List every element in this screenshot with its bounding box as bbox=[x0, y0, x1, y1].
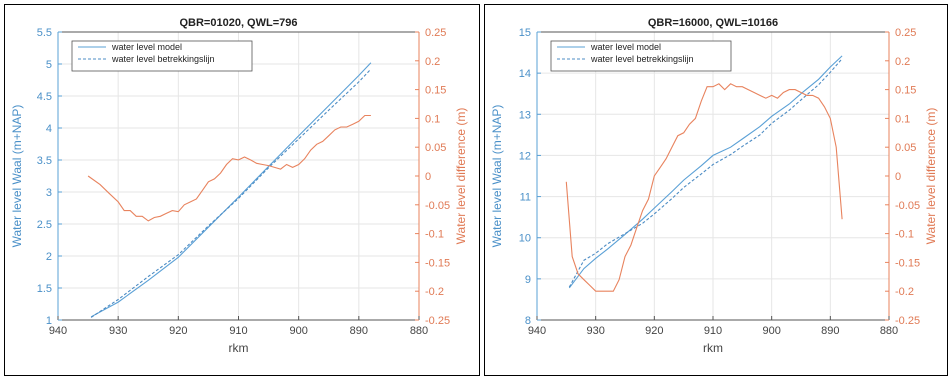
series-line-difference bbox=[565, 83, 843, 292]
y-left-tick-label: 10 bbox=[519, 233, 531, 245]
y-left-tick-label: 12 bbox=[519, 150, 531, 162]
y-right-tick-label: 0 bbox=[425, 171, 431, 183]
y-left-tick-label: 5.5 bbox=[37, 27, 52, 39]
y-right-tick-label: 0.2 bbox=[425, 56, 440, 68]
legend: water level model water level betrekkings… bbox=[71, 40, 253, 72]
chart-title: QBR=01020, QWL=796 bbox=[179, 17, 297, 29]
y-right-tick-label: 0.05 bbox=[425, 142, 446, 154]
y-left-tick-label: 8 bbox=[525, 315, 531, 327]
y-left-tick-label: 1 bbox=[46, 315, 52, 327]
y-right-axis-label: Water level difference (m) bbox=[454, 108, 468, 245]
chart-panel-right: 940 930 920 910 900 890 880 8 9 10 11 12 13 14 15 -0.25… bbox=[484, 4, 948, 376]
y-left-tick-label: 3.5 bbox=[37, 155, 52, 167]
y-right-tick-label: -0.15 bbox=[895, 257, 920, 269]
y-right-tick-label: -0.05 bbox=[895, 200, 920, 212]
series-line-model bbox=[90, 62, 372, 318]
x-tick-label: 890 bbox=[821, 325, 839, 337]
x-tick-label: 920 bbox=[645, 325, 663, 337]
y-left-tick-label: 2.5 bbox=[37, 219, 52, 231]
y-right-tick-label: 0.25 bbox=[425, 27, 446, 39]
y-right-tick-label: 0 bbox=[895, 171, 901, 183]
y-left-tick-label: 4 bbox=[46, 123, 52, 135]
legend-label: water level betrekkingslijn bbox=[111, 54, 215, 64]
x-tick-label: 940 bbox=[49, 325, 67, 337]
y-right-tick-label: -0.25 bbox=[425, 315, 450, 327]
y-right-tick-label: -0.05 bbox=[425, 200, 450, 212]
y-right-tick-label: 0.15 bbox=[895, 85, 916, 97]
legend-box bbox=[550, 40, 732, 72]
y-left-tick-label: 4.5 bbox=[37, 91, 52, 103]
series-line-betrekkingslijn bbox=[568, 58, 843, 288]
y-left-tick-label: 1.5 bbox=[37, 283, 52, 295]
x-tick-label: 920 bbox=[169, 325, 187, 337]
y-left-tick-label: 5 bbox=[46, 59, 52, 71]
y-right-tick-label: -0.1 bbox=[425, 229, 444, 241]
y-right-tick-label: 0.05 bbox=[895, 142, 916, 154]
chart-title: QBR=16000, QWL=10166 bbox=[648, 17, 778, 29]
y-left-tick-label: 14 bbox=[519, 68, 531, 80]
y-left-axis-label: Water level Waal (m+NAP) bbox=[10, 105, 24, 248]
x-axis-label: rkm bbox=[703, 341, 723, 355]
y-left-axis-label: Water level Waal (m+NAP) bbox=[490, 105, 504, 248]
y-right-tick-label: -0.2 bbox=[895, 286, 914, 298]
y-left-tick-label: 9 bbox=[525, 274, 531, 286]
series-line-model bbox=[568, 55, 843, 289]
x-tick-label: 940 bbox=[528, 325, 546, 337]
y-left-tick-label: 2 bbox=[46, 251, 52, 263]
y-right-tick-label: 0.25 bbox=[895, 27, 916, 39]
x-tick-label: 890 bbox=[350, 325, 368, 337]
chart-svg: 940 930 920 910 900 890 88089101112131415-0.25… bbox=[490, 17, 938, 355]
y-left-tick-label: 3 bbox=[46, 187, 52, 199]
legend-box bbox=[71, 40, 253, 72]
y-left-tick-label: 15 bbox=[519, 27, 531, 39]
y-right-tick-label: -0.2 bbox=[425, 286, 444, 298]
x-tick-label: 880 bbox=[880, 325, 898, 337]
y-right-tick-label: -0.1 bbox=[895, 229, 914, 241]
legend-label: water level betrekkingslijn bbox=[590, 54, 694, 64]
y-right-tick-label: 0.1 bbox=[895, 113, 910, 125]
series-line-difference bbox=[87, 114, 371, 222]
x-tick-label: 900 bbox=[289, 325, 307, 337]
y-left-tick-label: 13 bbox=[519, 109, 531, 121]
legend-label: water level model bbox=[111, 42, 182, 52]
x-tick-label: 930 bbox=[586, 325, 604, 337]
y-right-tick-label: -0.15 bbox=[425, 257, 450, 269]
y-right-tick-label: 0.2 bbox=[895, 56, 910, 68]
y-right-axis-label: Water level difference (m) bbox=[924, 108, 938, 245]
x-tick-label: 900 bbox=[762, 325, 780, 337]
x-tick-label: 880 bbox=[410, 325, 428, 337]
chart-svg: 940 930 920 910 900 890 880 1 1.5 2 2.5 3 3.5 4 4.5 5 5.… bbox=[10, 17, 468, 355]
x-tick-label: 910 bbox=[229, 325, 247, 337]
x-tick-label: 930 bbox=[109, 325, 127, 337]
x-axis-label: rkm bbox=[229, 341, 249, 355]
y-right-tick-label: 0.15 bbox=[425, 85, 446, 97]
legend: water level model water level betrekkings… bbox=[550, 40, 732, 72]
series-line-betrekkingslijn bbox=[90, 68, 372, 318]
chart-panel-left: 940 930 920 910 900 890 880 1 1.5 2 2.5 3 3.5 4 4.5 5 5.… bbox=[4, 4, 480, 376]
legend-label: water level model bbox=[590, 42, 661, 52]
y-left-tick-label: 11 bbox=[520, 192, 531, 204]
y-right-tick-label: 0.1 bbox=[425, 113, 440, 125]
x-tick-label: 910 bbox=[704, 325, 722, 337]
y-right-tick-label: -0.25 bbox=[895, 315, 920, 327]
